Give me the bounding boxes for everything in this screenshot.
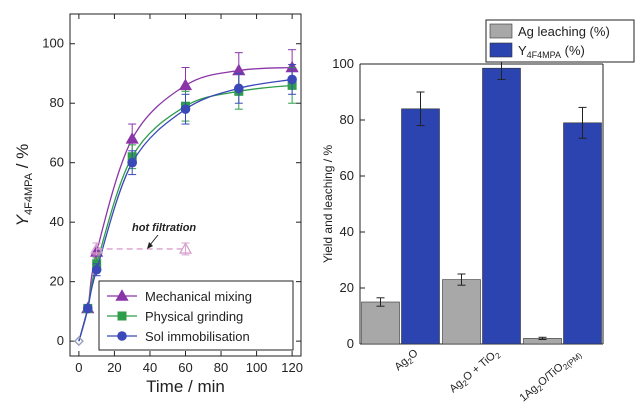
data-point — [180, 104, 191, 114]
y-tick-label: 100 — [42, 36, 64, 51]
category-label: Ag2O — [392, 347, 422, 375]
y-tick-label: 60 — [340, 168, 354, 183]
y-tick-label: 0 — [57, 333, 64, 348]
bar — [401, 108, 440, 345]
bar — [563, 122, 602, 345]
x-tick-label: 40 — [143, 360, 157, 375]
y-tick-label: 100 — [332, 56, 354, 71]
x-tick-label: 100 — [246, 360, 268, 375]
y-tick-label: 40 — [340, 224, 354, 239]
y-tick-label: 0 — [347, 336, 354, 351]
x-tick-label: 60 — [178, 360, 192, 375]
y-tick-label: 20 — [50, 274, 64, 289]
annotation-arrow-line — [149, 234, 159, 246]
legend-label: Physical grinding — [145, 309, 243, 324]
y-tick-label: 80 — [50, 95, 64, 110]
category-label: Ag2O + TiO2 — [447, 347, 503, 397]
legend-label: Ag leaching (%) — [518, 24, 610, 39]
y-tick-label: 80 — [340, 112, 354, 127]
legend-label: Mechanical mixing — [145, 289, 252, 304]
category-label: 1Ag2O/TiO2(PM) — [517, 347, 584, 405]
bar — [482, 67, 521, 345]
x-tick-label: 120 — [281, 360, 303, 375]
legend-label: Y4F4MPA (%) — [518, 43, 585, 60]
y-tick-label: 40 — [50, 214, 64, 229]
data-point — [125, 132, 139, 144]
data-point — [178, 78, 193, 91]
x-tick-label: 80 — [214, 360, 228, 375]
legend-swatch — [489, 23, 513, 39]
x-tick-label: 20 — [107, 360, 121, 375]
y-tick-label: 20 — [340, 280, 354, 295]
x-tick-label: 0 — [75, 360, 82, 375]
legend-marker — [117, 311, 127, 321]
right-y-axis-label: Yield and leaching / % — [321, 145, 335, 264]
hot-filtration-annotation: hot filtration — [132, 222, 196, 234]
legend-marker — [117, 331, 127, 341]
legend-marker — [115, 289, 129, 301]
bar — [361, 301, 400, 345]
data-point — [287, 74, 297, 85]
x-axis-label: Time / min — [146, 377, 225, 396]
legend-label: Sol immobilisation — [145, 329, 250, 344]
annotation-arrow-head — [147, 242, 153, 249]
data-point — [127, 157, 137, 168]
data-point — [82, 303, 93, 314]
y-axis-label: Y4F4MPA / % — [13, 144, 35, 227]
bar — [442, 279, 481, 345]
data-point — [90, 242, 104, 254]
data-point — [91, 264, 102, 275]
data-point — [178, 242, 193, 254]
y-tick-label: 60 — [50, 155, 64, 170]
data-point — [74, 336, 84, 346]
legend-swatch — [489, 42, 513, 58]
data-point — [234, 83, 244, 94]
